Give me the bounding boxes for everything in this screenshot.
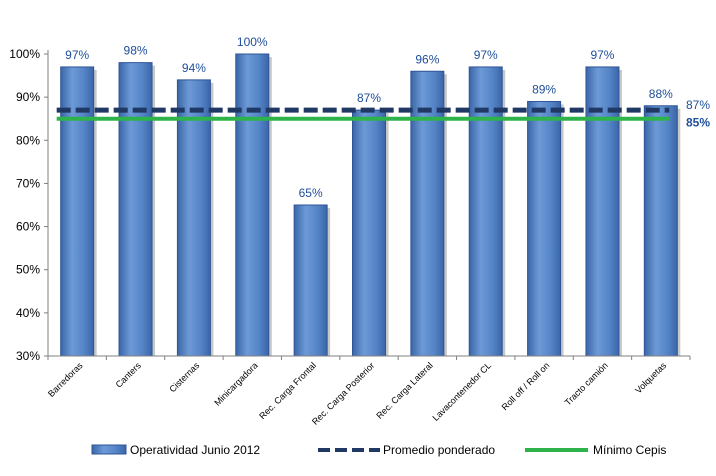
bar [293, 204, 328, 357]
legend-label-minimo: Mínimo Cepis [593, 443, 666, 457]
category-label: Lavacontenedor CL [431, 360, 494, 423]
y-tick-label: 70% [16, 176, 40, 190]
category-label: Cisternas [167, 360, 201, 394]
category-label: Volquetas [633, 360, 668, 395]
y-tick-label: 50% [16, 263, 40, 277]
bar [585, 66, 620, 357]
bar-value-label: 89% [532, 82, 556, 96]
bar-value-label: 97% [65, 48, 89, 62]
bar [468, 66, 503, 357]
bar-value-label: 97% [474, 48, 498, 62]
minimo-end-label: 85% [686, 116, 710, 130]
category-label: Rec. Carga Frontal [257, 360, 318, 421]
bar [176, 79, 211, 357]
bar-value-label: 87% [357, 91, 381, 105]
bar [643, 105, 678, 357]
bar [60, 66, 95, 357]
bar-value-label: 96% [415, 52, 439, 66]
bar-value-label: 65% [299, 186, 323, 200]
lines-layer [56, 107, 670, 121]
bar [352, 109, 386, 357]
category-label: Tracto camión [563, 360, 610, 407]
y-tick-label: 100% [9, 47, 40, 61]
bar [118, 62, 153, 357]
bar-value-label: 100% [237, 35, 268, 49]
bar-value-label: 98% [124, 44, 148, 58]
category-label: Barredoras [46, 360, 85, 399]
bar-value-label: 94% [182, 61, 206, 75]
category-label: Roll off / Roll on [500, 360, 552, 412]
legend: Operatividad Junio 2012 Promedio ponderad… [91, 443, 666, 457]
category-label: Canters [114, 360, 144, 390]
bar [235, 53, 270, 357]
legend-bar-swatch [91, 444, 127, 455]
bar [410, 70, 445, 357]
y-tick-label: 80% [16, 133, 40, 147]
promedio-end-label: 87% [686, 98, 710, 112]
bar [527, 100, 562, 357]
legend-label-operatividad: Operatividad Junio 2012 [130, 443, 260, 457]
y-tick-label: 40% [16, 306, 40, 320]
category-label: Rec. Carga Lateral [374, 360, 434, 420]
category-label: Minicargadora [212, 360, 259, 407]
y-tick-label: 90% [16, 90, 40, 104]
axes-layer: 30% 40% 50% 60% 70% 80% 90% 100% [9, 47, 691, 363]
legend-label-promedio: Promedio ponderado [383, 443, 495, 457]
bar-value-label: 97% [590, 48, 614, 62]
category-label: Rec. Carga Posterior [310, 360, 377, 427]
y-tick-label: 60% [16, 220, 40, 234]
bar-value-label: 88% [649, 87, 673, 101]
y-tick-label: 30% [16, 349, 40, 363]
